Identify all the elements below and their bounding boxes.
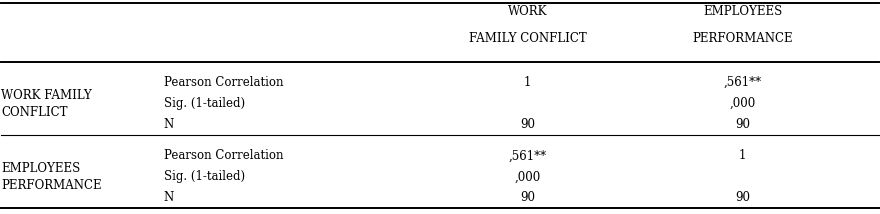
Text: ,000: ,000 [730,97,756,110]
Text: 1: 1 [739,149,746,162]
Text: ,561**: ,561** [723,76,762,89]
Text: Pearson Correlation: Pearson Correlation [164,76,283,89]
Text: 90: 90 [520,118,535,131]
Text: FAMILY CONFLICT: FAMILY CONFLICT [469,32,587,45]
Text: Sig. (1-tailed): Sig. (1-tailed) [164,97,245,110]
Text: N: N [164,118,174,131]
Text: 1: 1 [524,76,532,89]
Text: 90: 90 [735,118,750,131]
Text: Sig. (1-tailed): Sig. (1-tailed) [164,171,245,183]
Text: 90: 90 [735,192,750,204]
Text: Pearson Correlation: Pearson Correlation [164,149,283,162]
Text: WORK FAMILY
CONFLICT: WORK FAMILY CONFLICT [2,89,92,119]
Text: ,561**: ,561** [509,149,546,162]
Text: PERFORMANCE: PERFORMANCE [693,32,793,45]
Text: EMPLOYEES
PERFORMANCE: EMPLOYEES PERFORMANCE [2,162,102,192]
Text: N: N [164,192,174,204]
Text: 90: 90 [520,192,535,204]
Text: ,000: ,000 [515,171,541,183]
Text: WORK: WORK [508,4,547,18]
Text: EMPLOYEES: EMPLOYEES [703,4,782,18]
